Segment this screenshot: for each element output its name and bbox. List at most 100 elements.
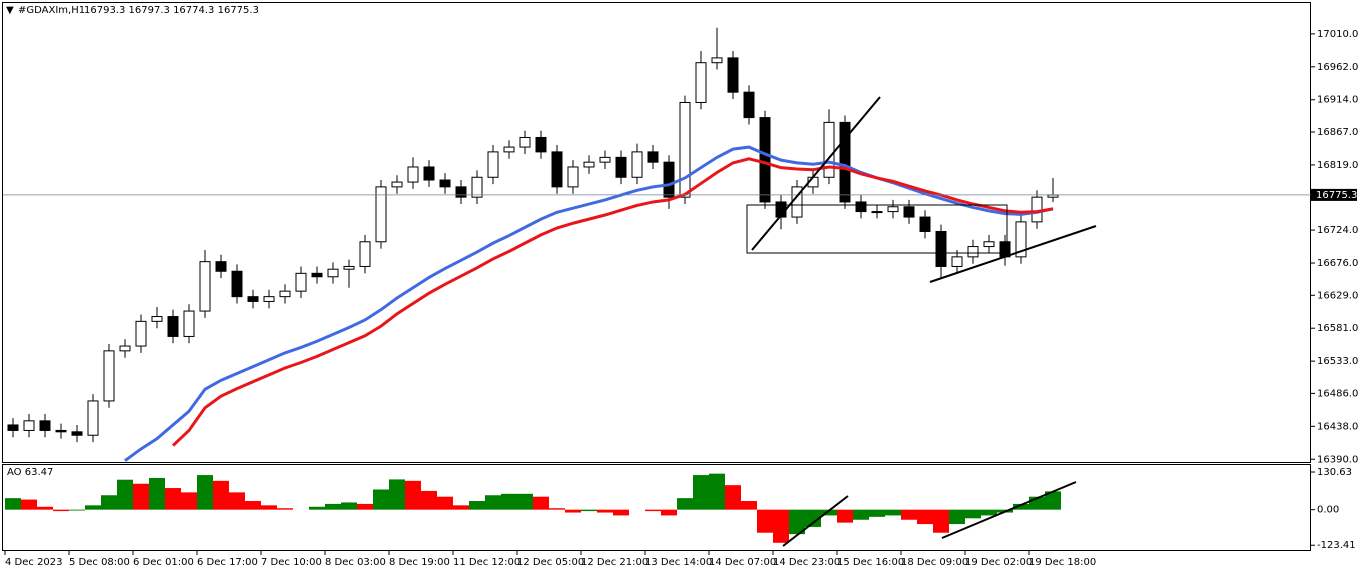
- y-tick-label: 16438.0: [1317, 421, 1358, 432]
- x-tick-label: 15 Dec 16:00: [837, 557, 904, 568]
- ao-bar: [245, 501, 261, 510]
- ao-bar: [69, 509, 85, 511]
- current-price-label: 16775.3: [1316, 190, 1357, 201]
- ao-bar: [469, 501, 485, 510]
- ao-bar: [181, 492, 197, 510]
- candle-body: [871, 211, 883, 214]
- ao-bar: [549, 508, 565, 510]
- candle-body: [87, 400, 99, 436]
- candle-body: [439, 179, 451, 188]
- candle-body: [199, 261, 211, 312]
- ohlc-header: 16793.3 16797.3 16774.3 16775.3: [84, 5, 259, 16]
- candle-body: [151, 316, 163, 322]
- y-tick-label: 16390.0: [1317, 454, 1358, 465]
- y-tick-label: 16629.0: [1317, 290, 1358, 301]
- ao-bar: [853, 509, 869, 520]
- x-tick-label: 11 Dec 12:00: [453, 557, 520, 568]
- candle-body: [295, 272, 307, 292]
- x-tick-label: 13 Dec 14:00: [645, 557, 712, 568]
- x-tick-label: 19 Dec 02:00: [965, 557, 1032, 568]
- x-tick-label: 18 Dec 09:00: [901, 557, 968, 568]
- ao-bar: [677, 498, 693, 510]
- ao-bar: [725, 485, 741, 510]
- candle-body: [391, 181, 403, 188]
- candle-body: [759, 117, 771, 203]
- x-tick-label: 12 Dec 05:00: [517, 557, 584, 568]
- ao-panel-frame: [2, 464, 1311, 551]
- ao-bar: [597, 509, 613, 513]
- x-tick-label: 5 Dec 08:00: [69, 557, 130, 568]
- ao-bar: [805, 509, 821, 527]
- ao-bar: [277, 508, 293, 510]
- x-tick-label: 14 Dec 07:00: [709, 557, 776, 568]
- ao-bar: [661, 509, 677, 516]
- ao-bar: [965, 509, 981, 519]
- candle-body: [951, 256, 963, 267]
- x-tick-label: 14 Dec 23:00: [773, 557, 840, 568]
- y-tick-label: -123.41: [1317, 540, 1356, 551]
- y-tick-label: 16676.0: [1317, 258, 1358, 269]
- ao-bar: [21, 499, 37, 510]
- candle-body: [743, 91, 755, 119]
- ao-bar: [437, 496, 453, 510]
- ao-bar: [757, 509, 773, 533]
- candle-body: [967, 246, 979, 258]
- candle-body: [327, 268, 339, 278]
- ao-bar: [389, 479, 405, 510]
- y-tick-label: 16581.0: [1317, 323, 1358, 334]
- ao-bar: [741, 501, 757, 510]
- ao-bar: [501, 493, 517, 510]
- candle-body: [23, 420, 35, 431]
- ao-bar: [533, 496, 549, 510]
- ao-bar: [773, 509, 789, 543]
- x-tick-label: 4 Dec 2023: [5, 557, 63, 568]
- ao-bar: [133, 483, 149, 510]
- ao-bar: [5, 498, 21, 510]
- trend-line: [751, 96, 881, 251]
- ao-bar: [405, 480, 421, 510]
- candle-body: [663, 161, 675, 198]
- ao-bar: [1013, 503, 1029, 510]
- ao-bar: [1045, 491, 1061, 510]
- ao-bar: [821, 509, 837, 516]
- ao-bar: [165, 488, 181, 510]
- y-tick-label: 16724.0: [1317, 225, 1358, 236]
- moving-average: [171, 157, 1054, 447]
- menu-arrow[interactable]: ▼: [6, 5, 14, 16]
- ao-bar: [901, 509, 917, 520]
- candle-body: [599, 156, 611, 163]
- candle-body: [279, 290, 291, 298]
- price-panel-frame: [2, 2, 1311, 463]
- ao-bar: [213, 480, 229, 510]
- y-tick-label: 16867.0: [1317, 127, 1358, 138]
- ao-bar: [581, 509, 597, 512]
- ao-bar: [981, 509, 997, 516]
- ao-bar: [949, 509, 965, 525]
- candle-body: [423, 166, 435, 181]
- candle-body: [167, 316, 179, 337]
- ao-bar: [917, 509, 933, 525]
- ao-bar: [837, 509, 853, 523]
- y-tick-label: 16533.0: [1317, 356, 1358, 367]
- ao-bar: [373, 489, 389, 510]
- ao-bar: [261, 505, 277, 510]
- ao-trend-line: [941, 481, 1077, 539]
- candle-body: [567, 166, 579, 188]
- x-tick-label: 19 Dec 18:00: [1029, 557, 1096, 568]
- x-tick-label: 8 Dec 03:00: [325, 557, 386, 568]
- ao-bar: [613, 509, 629, 516]
- ao-bar: [197, 475, 213, 510]
- candle-body: [615, 156, 627, 178]
- candle-body: [247, 296, 259, 302]
- x-tick-label: 12 Dec 21:00: [581, 557, 648, 568]
- candle-body: [71, 431, 83, 436]
- candle-body: [503, 146, 515, 153]
- ao-bar: [117, 479, 133, 510]
- ao-bar: [309, 506, 325, 510]
- candle-body: [135, 320, 147, 347]
- x-tick-label: 8 Dec 19:00: [389, 557, 450, 568]
- ao-bar: [53, 509, 69, 512]
- candle-body: [695, 62, 707, 103]
- ao-bar: [37, 506, 53, 510]
